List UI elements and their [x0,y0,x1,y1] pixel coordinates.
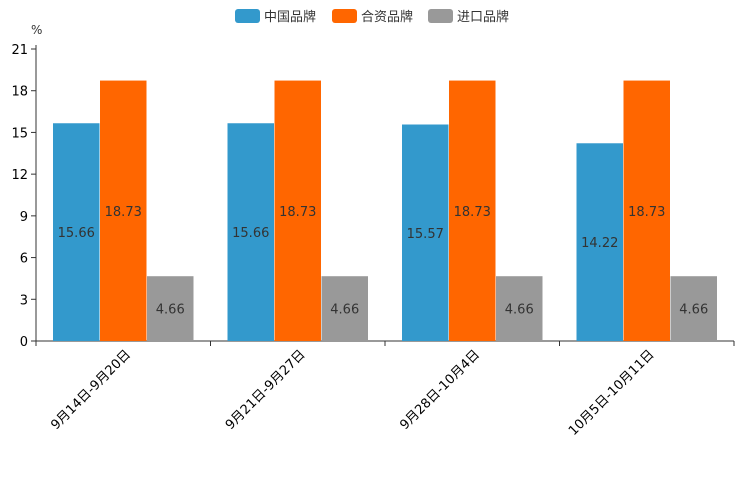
bar-1-0[interactable] [100,80,147,341]
legend-label-1[interactable]: 合资品牌 [361,9,413,25]
data-label-0-3: 14.22 [581,236,618,251]
bar-1-1[interactable] [274,80,322,341]
y-tick-label: 9 [20,210,28,225]
y-tick-label: 0 [20,335,28,350]
legend-label-0[interactable]: 中国品牌 [264,9,316,25]
legend: 中国品牌 合资品牌 进口品牌 [235,9,509,25]
data-labels: 15.66 18.73 4.66 15.66 18.73 4.66 15.57 18.73 4.… [58,205,709,318]
x-axis: 9月14日-9月20日 9月21日-9月27日 9月28日-10月4日 10月5日-1… [35,340,735,439]
y-tick-label: 18 [11,85,28,100]
bar-2-2[interactable] [496,276,543,341]
bar-1-2[interactable] [449,80,496,341]
y-tick-label: 21 [11,43,28,58]
bar-2-1[interactable] [321,276,369,341]
y-axis-unit-label: % [31,23,42,37]
data-label-2-1: 4.66 [330,303,359,318]
x-tick-label: 9月21日-9月27日 [223,347,309,433]
y-tick-label: 15 [11,126,28,141]
bar-0-1[interactable] [227,123,275,341]
bar-1-3[interactable] [623,80,671,341]
data-label-1-2: 18.73 [454,205,491,220]
data-label-1-1: 18.73 [279,205,316,220]
bar-0-3[interactable] [576,143,624,341]
bar-2-0[interactable] [147,276,194,341]
data-label-0-1: 15.66 [232,226,269,241]
legend-swatch-2[interactable] [428,9,453,23]
bars [53,80,718,341]
data-label-2-0: 4.66 [156,303,185,318]
data-label-1-3: 18.73 [628,205,665,220]
y-tick-label: 6 [20,252,28,267]
legend-swatch-0[interactable] [235,9,260,23]
legend-label-2[interactable]: 进口品牌 [457,9,509,25]
data-label-0-2: 15.57 [407,227,444,242]
y-tick-label: 12 [11,168,28,183]
legend-swatch-1[interactable] [332,9,357,23]
x-tick-label: 9月14日-9月20日 [48,347,134,433]
data-label-2-3: 4.66 [679,303,708,318]
x-tick-label: 10月5日-10月11日 [566,347,658,439]
data-label-2-2: 4.66 [505,303,534,318]
bar-2-3[interactable] [670,276,718,341]
data-label-0-0: 15.66 [58,226,95,241]
x-tick-label: 9月28日-10月4日 [397,347,483,433]
y-axis: 0 3 6 9 12 15 18 21 [11,43,37,350]
data-label-1-0: 18.73 [105,205,142,220]
bar-0-2[interactable] [402,124,449,341]
bar-0-0[interactable] [53,123,100,341]
y-tick-label: 3 [20,293,28,308]
